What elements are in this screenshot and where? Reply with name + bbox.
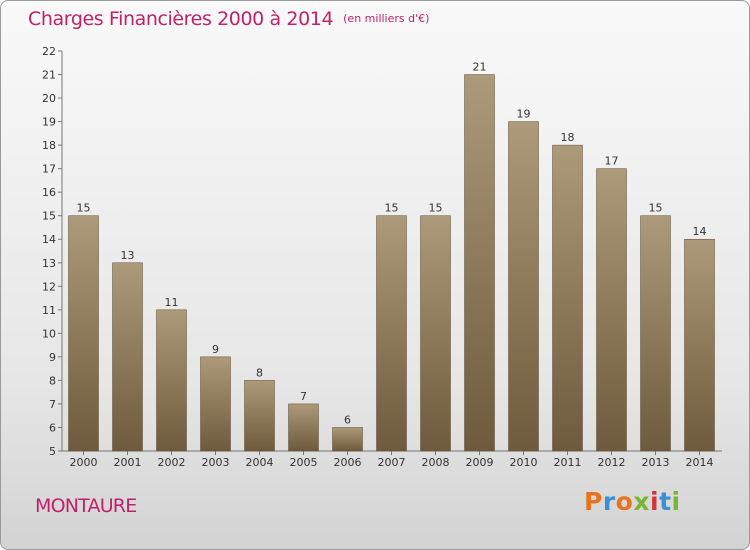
data-label-2007: 15 — [385, 202, 399, 215]
y-tick-label: 17 — [42, 163, 56, 176]
x-tick-label-2010: 2010 — [510, 456, 538, 469]
y-tick-label: 22 — [42, 45, 56, 58]
y-tick-label: 13 — [42, 257, 56, 270]
bar-2014 — [684, 238, 715, 452]
data-label-2010: 19 — [517, 108, 531, 121]
logo-letter: P — [584, 487, 603, 516]
y-tick-label: 20 — [42, 92, 56, 105]
bar-2006 — [332, 427, 363, 452]
chart-title: Charges Financières 2000 à 2014 (en milli… — [28, 8, 429, 30]
bar-2003 — [200, 356, 231, 452]
data-label-2009: 21 — [473, 61, 487, 74]
y-tick-label: 9 — [49, 351, 56, 364]
y-tick-label: 12 — [42, 280, 56, 293]
proxiti-logo: Proxiti — [584, 487, 681, 516]
x-tick-label-2003: 2003 — [202, 456, 230, 469]
chart-subtitle: (en milliers d'€) — [343, 12, 430, 25]
logo-letter: t — [659, 487, 672, 516]
commune-name: MONTAURE — [35, 495, 137, 517]
logo-letter: r — [602, 487, 616, 516]
bar-2008 — [420, 215, 451, 452]
y-tick-label: 5 — [49, 445, 56, 458]
data-label-2006: 6 — [344, 413, 351, 426]
bar-2010 — [508, 121, 539, 452]
logo-letter: i — [650, 487, 660, 516]
x-tick-label-2014: 2014 — [686, 456, 714, 469]
bar-2007 — [376, 215, 407, 452]
bar-2011 — [552, 144, 583, 452]
bar-2009 — [464, 74, 495, 452]
data-label-2003: 9 — [212, 343, 219, 356]
x-tick-label-2006: 2006 — [334, 456, 362, 469]
x-tick-label-2012: 2012 — [598, 456, 626, 469]
data-label-2004: 8 — [256, 366, 263, 379]
y-tick-label: 15 — [42, 210, 56, 223]
y-tick-label: 11 — [42, 304, 56, 317]
logo-letter: i — [671, 487, 681, 516]
chart-bars — [68, 74, 715, 452]
x-tick-label-2008: 2008 — [422, 456, 450, 469]
x-tick-label-2000: 2000 — [70, 456, 98, 469]
logo-letter: x — [633, 487, 650, 516]
bar-2013 — [640, 215, 671, 452]
data-label-2014: 14 — [693, 225, 707, 238]
data-label-2000: 15 — [77, 202, 91, 215]
y-tick-label: 14 — [42, 233, 56, 246]
y-tick-label: 18 — [42, 139, 56, 152]
x-tick-label-2013: 2013 — [642, 456, 670, 469]
data-label-2011: 18 — [561, 131, 575, 144]
bar-2001 — [112, 262, 143, 452]
logo-letter: o — [615, 487, 634, 516]
x-tick-label-2005: 2005 — [290, 456, 318, 469]
y-tick-label: 6 — [49, 421, 56, 434]
y-tick-label: 16 — [42, 186, 56, 199]
x-tick-label-2009: 2009 — [466, 456, 494, 469]
bar-2005 — [288, 403, 319, 452]
y-tick-label: 10 — [42, 327, 56, 340]
y-tick-label: 21 — [42, 69, 56, 82]
bar-2004 — [244, 380, 275, 452]
bar-2002 — [156, 309, 187, 452]
y-tick-label: 7 — [49, 398, 56, 411]
y-tick-label: 8 — [49, 374, 56, 387]
bar-2012 — [596, 168, 627, 452]
data-label-2012: 17 — [605, 155, 619, 168]
chart-value-labels: 15 13 11 9 8 7 6 15 15 21 19 18 17 15 14 — [77, 61, 707, 427]
bar-2000 — [68, 215, 99, 452]
data-label-2013: 15 — [649, 202, 663, 215]
data-label-2001: 13 — [121, 249, 135, 262]
data-label-2008: 15 — [429, 202, 443, 215]
x-tick-label-2007: 2007 — [378, 456, 406, 469]
x-tick-label-2001: 2001 — [114, 456, 142, 469]
data-label-2002: 11 — [165, 296, 179, 309]
y-tick-label: 19 — [42, 116, 56, 129]
x-tick-label-2002: 2002 — [158, 456, 186, 469]
data-label-2005: 7 — [300, 390, 307, 403]
x-tick-label-2004: 2004 — [246, 456, 274, 469]
chart-title-text: Charges Financières 2000 à 2014 — [28, 8, 334, 30]
x-tick-label-2011: 2011 — [554, 456, 582, 469]
